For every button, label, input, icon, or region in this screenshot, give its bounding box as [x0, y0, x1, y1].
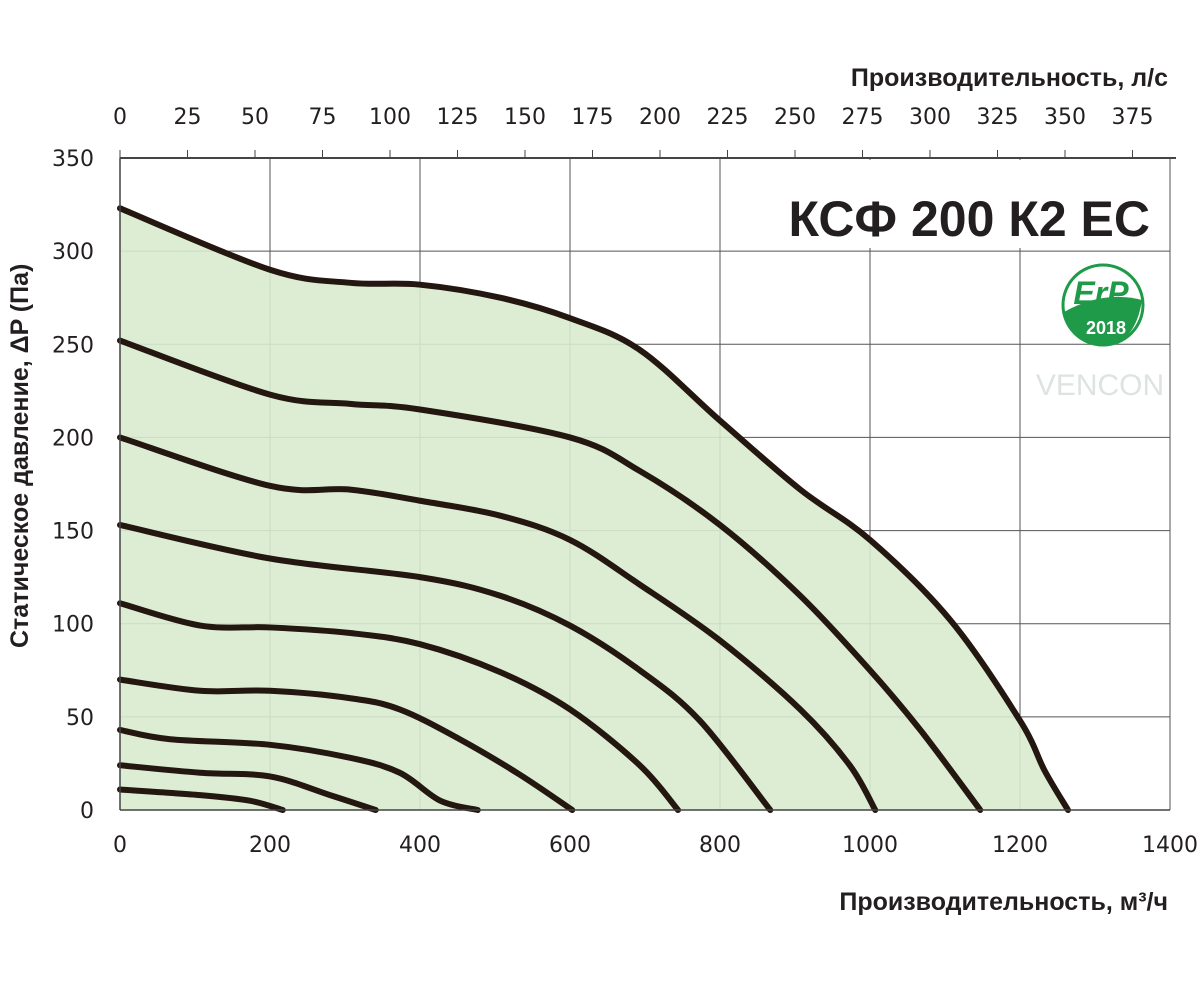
series-curve-6 [117, 676, 576, 813]
chart-title: КСФ 200 К2 ЕС [788, 191, 1150, 247]
x2-tick-label: 375 [1112, 105, 1154, 130]
series-curve-9 [117, 786, 286, 813]
x2-tick-label: 25 [174, 105, 202, 130]
x2-tick-label: 50 [241, 105, 269, 130]
y-tick-label: 50 [66, 706, 94, 731]
x2-tick-label: 200 [639, 105, 681, 130]
erp-badge-year: 2018 [1086, 318, 1126, 338]
series-curve-8 [117, 762, 379, 813]
y-tick-label: 200 [52, 426, 94, 451]
series-curve-1 [117, 205, 1071, 813]
x2-tick-label: 275 [842, 105, 884, 130]
y-axis-label: Статическое давление, ΔP (Па) [6, 264, 34, 648]
y-tick-label: 150 [52, 520, 94, 545]
title-background [778, 160, 1168, 248]
operating-area [120, 208, 1068, 811]
x2-tick-label: 350 [1044, 105, 1086, 130]
x2-tick-label: 125 [437, 105, 479, 130]
watermark: VENCON [1036, 369, 1164, 402]
series-curve-3 [117, 434, 879, 813]
x-tick-label: 0 [113, 833, 127, 858]
series-curve-2 [117, 337, 984, 813]
x2-axis-label: Производительность, л/с [851, 64, 1168, 92]
x-tick-label: 1000 [842, 833, 898, 858]
series-curve-4 [117, 521, 774, 813]
series-curve-7 [117, 726, 481, 813]
axes: 0 200 400 600 800 1000 1200 1400050100150200250… [52, 105, 1198, 858]
x-tick-label: 800 [699, 833, 741, 858]
erp-badge-text: ErP [1073, 275, 1129, 311]
x-tick-label: 1200 [992, 833, 1048, 858]
y-tick-label: 250 [52, 333, 94, 358]
x2-tick-label: 225 [707, 105, 749, 130]
curves [117, 205, 1071, 813]
x2-tick-label: 300 [909, 105, 951, 130]
erp-badge: ErP 2018 [1061, 263, 1145, 347]
series-curve-5 [117, 600, 681, 813]
y-tick-label: 350 [52, 147, 94, 172]
x-tick-label: 200 [249, 833, 291, 858]
x-axis-label: Производительность, м³/ч [839, 888, 1168, 916]
x-tick-label: 1400 [1142, 833, 1198, 858]
x2-tick-label: 100 [369, 105, 411, 130]
x-tick-label: 400 [399, 833, 441, 858]
y-tick-label: 300 [52, 240, 94, 265]
x2-tick-label: 250 [774, 105, 816, 130]
x2-tick-label: 75 [309, 105, 337, 130]
x2-tick-label: 175 [572, 105, 614, 130]
x2-tick-label: 150 [504, 105, 546, 130]
y-tick-label: 100 [52, 613, 94, 638]
y-tick-label: 0 [80, 799, 94, 824]
x2-tick-label: 325 [977, 105, 1019, 130]
fill-area [120, 208, 1068, 811]
x-tick-label: 600 [549, 833, 591, 858]
x2-tick-label: 0 [113, 105, 127, 130]
